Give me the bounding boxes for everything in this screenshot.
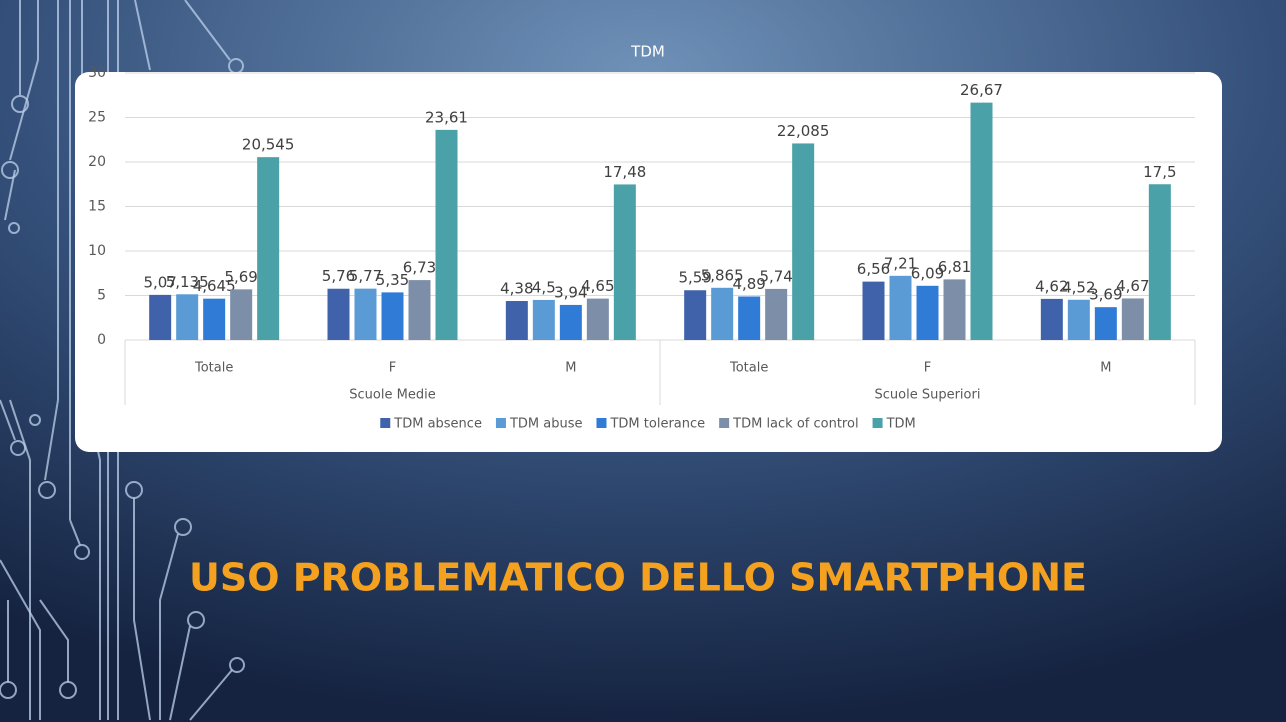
- bar: [792, 143, 815, 340]
- data-label: 17,5: [1143, 163, 1176, 181]
- chart-title: TDM: [630, 43, 665, 61]
- bar: [862, 281, 885, 340]
- x-tick-label: M: [565, 361, 576, 376]
- data-label: 4,62: [1035, 277, 1068, 295]
- y-tick-label: 25: [88, 110, 106, 126]
- bar: [1040, 298, 1063, 340]
- bar: [532, 299, 555, 340]
- data-label: 5,865: [701, 266, 744, 284]
- chart-panel: [75, 72, 1222, 452]
- x-tick-label: M: [1100, 361, 1111, 376]
- bar: [505, 301, 528, 340]
- y-tick-label: 0: [97, 332, 106, 348]
- legend-label: TDM lack of control: [732, 417, 858, 432]
- data-label: 5,74: [759, 267, 792, 285]
- bar: [203, 298, 226, 340]
- legend-label: TDM: [886, 417, 916, 432]
- data-label: 17,48: [603, 163, 646, 181]
- y-tick-label: 15: [88, 199, 106, 215]
- data-label: 5,35: [376, 271, 409, 289]
- y-tick-label: 20: [88, 154, 106, 170]
- data-label: 4,52: [1062, 278, 1095, 296]
- y-tick-label: 10: [88, 243, 106, 259]
- bar: [408, 280, 431, 340]
- data-label: 4,65: [581, 277, 614, 295]
- bar: [738, 296, 761, 340]
- bar: [1148, 184, 1171, 340]
- bar: [257, 157, 280, 340]
- bar: [327, 288, 350, 340]
- data-label: 26,67: [960, 81, 1003, 99]
- data-label: 5,135: [166, 273, 209, 291]
- bar: [684, 290, 707, 340]
- data-label: 4,5: [532, 278, 556, 296]
- group-label: Scuole Medie: [349, 388, 435, 403]
- x-tick-label: Totale: [194, 361, 233, 376]
- group-label: Scuole Superiori: [875, 388, 981, 403]
- bar: [1094, 307, 1117, 340]
- data-label: 3,94: [554, 283, 587, 301]
- y-tick-label: 30: [88, 65, 106, 81]
- slide-title: USO PROBLEMATICO DELLO SMARTPHONE: [189, 556, 1087, 600]
- bar: [435, 129, 458, 340]
- data-label: 6,81: [938, 258, 971, 276]
- bar: [711, 287, 734, 340]
- x-tick-label: F: [924, 361, 931, 376]
- data-label: 5,69: [224, 268, 257, 286]
- data-label: 3,69: [1089, 286, 1122, 304]
- data-label: 23,61: [425, 108, 468, 126]
- legend-swatch: [719, 418, 730, 428]
- bar: [230, 289, 253, 340]
- bar: [889, 275, 912, 340]
- bar: [559, 304, 582, 340]
- legend-label: TDM abuse: [509, 417, 583, 432]
- legend-label: TDM tolerance: [609, 417, 705, 432]
- bar: [613, 184, 636, 340]
- data-label: 7,21: [884, 254, 917, 272]
- legend-label: TDM absence: [393, 417, 482, 432]
- legend-swatch: [380, 418, 391, 428]
- bar: [149, 294, 172, 340]
- bar: [765, 288, 788, 340]
- bar: [1067, 299, 1090, 340]
- data-label: 5,59: [678, 269, 711, 287]
- data-label: 4,38: [500, 280, 533, 298]
- bar: [354, 288, 377, 340]
- bar: [943, 279, 966, 340]
- bar: [176, 294, 199, 340]
- data-label: 6,09: [911, 264, 944, 282]
- data-label: 5,76: [322, 267, 355, 285]
- bar: [586, 298, 609, 340]
- x-tick-label: Totale: [729, 361, 768, 376]
- data-label: 5,77: [349, 267, 382, 285]
- data-label: 4,89: [732, 275, 765, 293]
- legend-swatch: [495, 418, 506, 428]
- legend-swatch: [596, 418, 607, 428]
- data-label: 20,545: [242, 136, 295, 154]
- bar: [916, 285, 939, 340]
- legend-swatch: [872, 418, 883, 428]
- bar: [1121, 298, 1144, 340]
- data-label: 6,56: [857, 260, 890, 278]
- bar: [970, 102, 993, 341]
- data-label: 4,67: [1116, 277, 1149, 295]
- bar: [381, 292, 404, 340]
- data-label: 5,07: [143, 273, 176, 291]
- data-label: 22,085: [777, 122, 830, 140]
- data-label: 4,645: [193, 277, 236, 295]
- x-tick-label: F: [389, 361, 396, 376]
- y-tick-label: 5: [97, 288, 106, 304]
- data-label: 6,73: [403, 259, 436, 277]
